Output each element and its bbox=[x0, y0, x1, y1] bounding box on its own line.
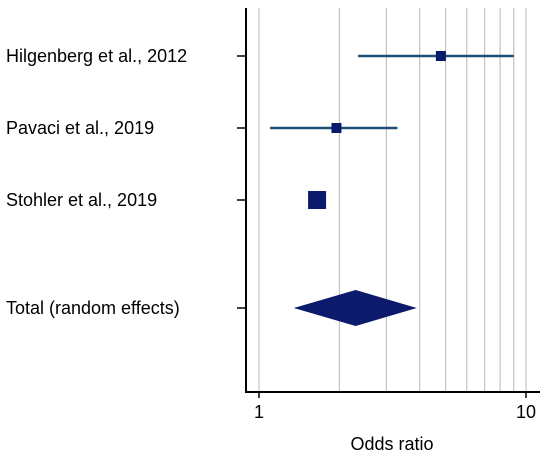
x-tick-label: 1 bbox=[254, 402, 264, 422]
study-label: Pavaci et al., 2019 bbox=[6, 118, 154, 138]
x-tick-label: 10 bbox=[516, 402, 536, 422]
study-label: Stohler et al., 2019 bbox=[6, 190, 157, 210]
study-label: Hilgenberg et al., 2012 bbox=[6, 46, 187, 66]
summary-label: Total (random effects) bbox=[6, 298, 180, 318]
point-estimate-marker bbox=[435, 51, 446, 61]
x-axis: 1 10 bbox=[245, 8, 540, 422]
x-axis-title: Odds ratio bbox=[350, 434, 433, 454]
study-rows: Hilgenberg et al., 2012 Pavaci et al., 20… bbox=[6, 46, 514, 326]
point-estimate-marker bbox=[331, 123, 342, 133]
grid-lines bbox=[258, 8, 527, 392]
summary-diamond bbox=[293, 290, 417, 326]
point-estimate-marker bbox=[308, 191, 327, 209]
